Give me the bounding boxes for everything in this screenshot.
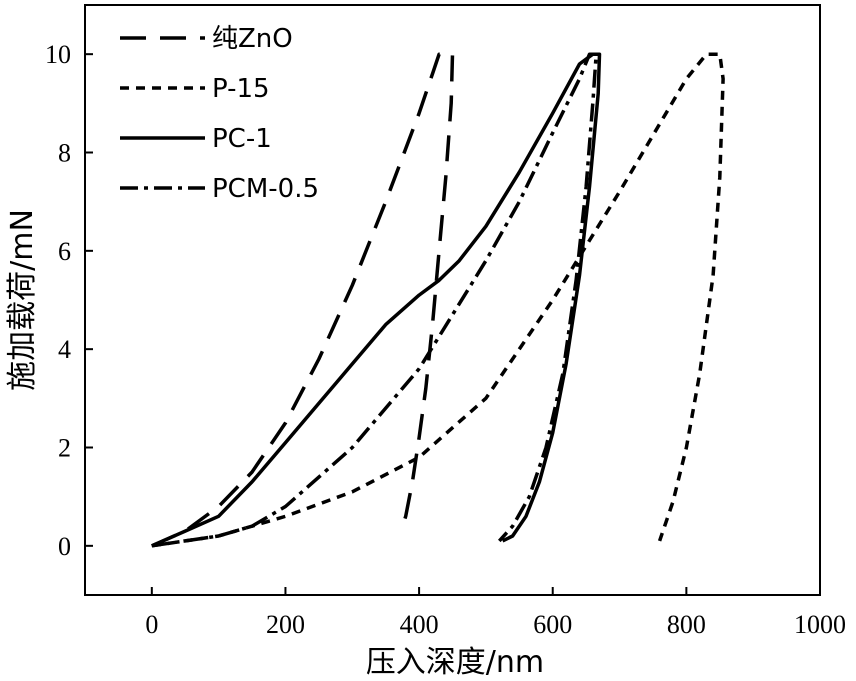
x-axis-title: 压入深度/nm	[366, 645, 544, 680]
plot-frame	[84, 4, 821, 596]
series-line-1	[151, 52, 455, 548]
series-line-2	[151, 52, 725, 548]
legend-label-1: 纯ZnO	[212, 24, 293, 54]
x-tick-label: 600	[533, 610, 572, 639]
y-tick-label: 4	[58, 335, 71, 364]
legend-label-4: PCM-0.5	[212, 174, 319, 204]
x-axis-ticks: 0 200 400 600 800 1000	[145, 587, 846, 639]
legend: 纯ZnO P-15 PC-1 PCM-0.5	[120, 24, 319, 204]
y-axis-title: 施加载荷/mN	[5, 209, 40, 391]
x-tick-label: 0	[145, 610, 158, 639]
y-tick-label: 8	[58, 139, 71, 168]
series-line-4	[151, 52, 598, 548]
series-line-3	[151, 52, 602, 548]
x-tick-label: 1000	[794, 610, 846, 639]
y-tick-label: 10	[45, 40, 71, 69]
y-tick-label: 6	[58, 237, 71, 266]
legend-label-2: P-15	[212, 74, 270, 104]
y-tick-label: 0	[58, 532, 71, 561]
y-axis-ticks: 0 2 4 6 8 10	[45, 40, 93, 561]
legend-label-3: PC-1	[212, 124, 272, 154]
y-tick-label: 2	[58, 434, 71, 463]
x-tick-label: 400	[400, 610, 439, 639]
x-tick-label: 800	[667, 610, 706, 639]
series-group	[151, 52, 725, 548]
x-tick-label: 200	[266, 610, 305, 639]
